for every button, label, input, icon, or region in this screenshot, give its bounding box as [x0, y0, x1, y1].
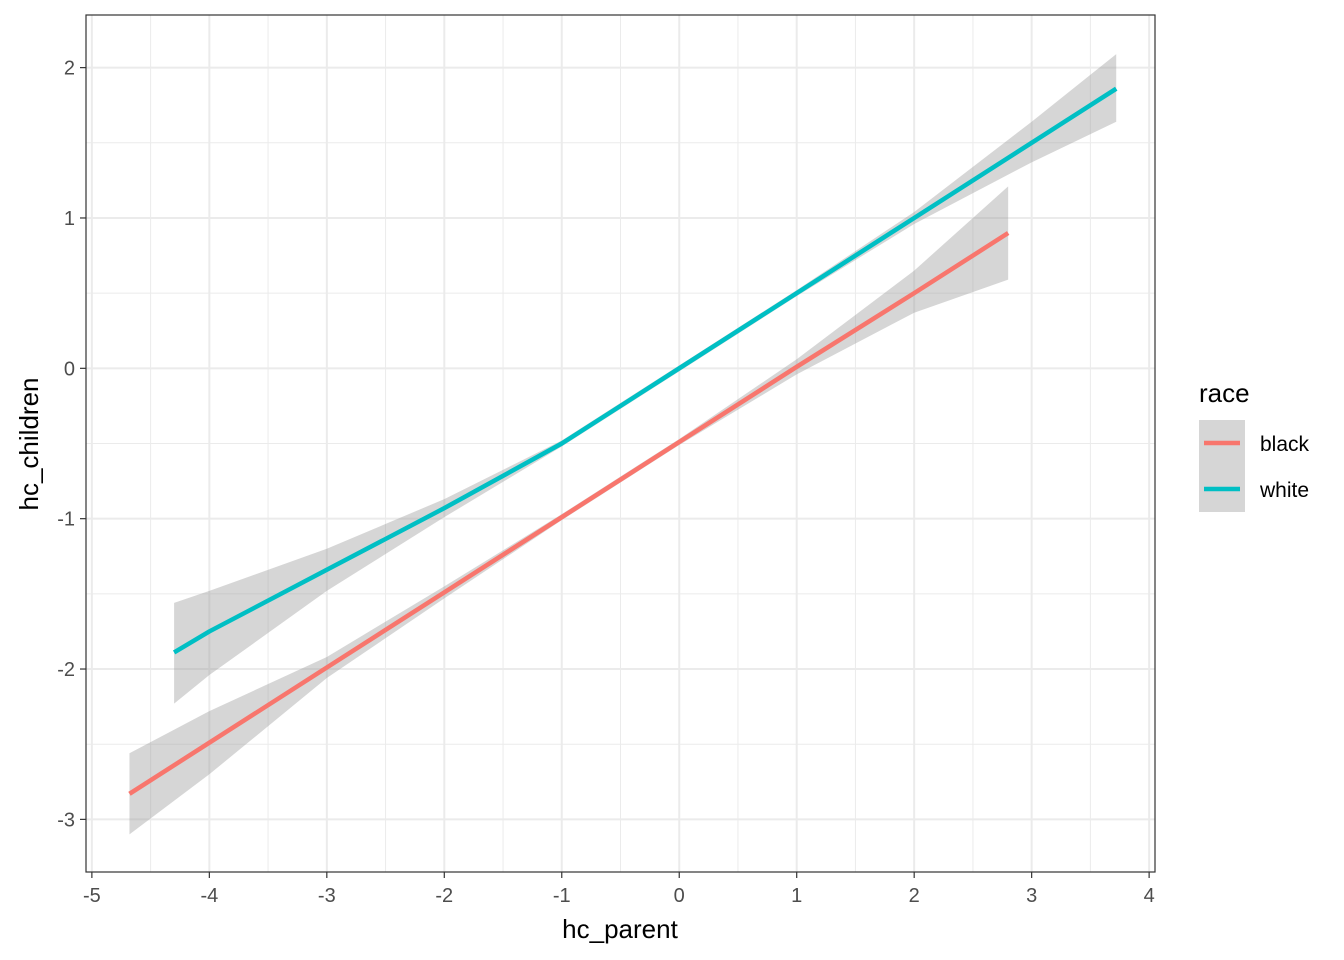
y-tick-label: 0	[64, 358, 75, 380]
legend-label-white: white	[1259, 479, 1309, 502]
y-tick-label: -1	[57, 509, 75, 531]
x-tick-label: -1	[553, 885, 571, 907]
x-tick-label: 0	[674, 885, 685, 907]
x-tick-label: 4	[1144, 885, 1155, 907]
panel-border	[85, 14, 1156, 873]
legend-items: black white	[1199, 420, 1310, 512]
y-axis: -3 -2 -1 0 1 2	[57, 58, 86, 831]
legend-title: race	[1199, 378, 1250, 408]
y-tick-label: 2	[64, 58, 75, 80]
x-tick-label: -5	[83, 885, 101, 907]
x-axis: -5 -4 -3 -2 -1 0 1 2 3 4	[83, 872, 1155, 907]
series-lines	[128, 86, 1118, 796]
x-tick-label: -3	[318, 885, 336, 907]
x-tick-label: -2	[435, 885, 453, 907]
x-tick-label: 3	[1026, 885, 1037, 907]
x-axis-title: hc_parent	[562, 914, 678, 944]
grid	[86, 15, 1155, 872]
line-black	[128, 231, 1010, 796]
y-tick-label: 1	[64, 208, 75, 230]
x-tick-label: 1	[791, 885, 802, 907]
y-axis-title: hc_children	[14, 378, 44, 511]
x-tick-label: 2	[909, 885, 920, 907]
legend: race black white	[1199, 378, 1310, 512]
x-tick-label: -4	[200, 885, 218, 907]
y-tick-label: -3	[57, 809, 75, 831]
legend-label-black: black	[1260, 433, 1310, 456]
line-white	[172, 86, 1118, 655]
y-tick-label: -2	[57, 659, 75, 681]
